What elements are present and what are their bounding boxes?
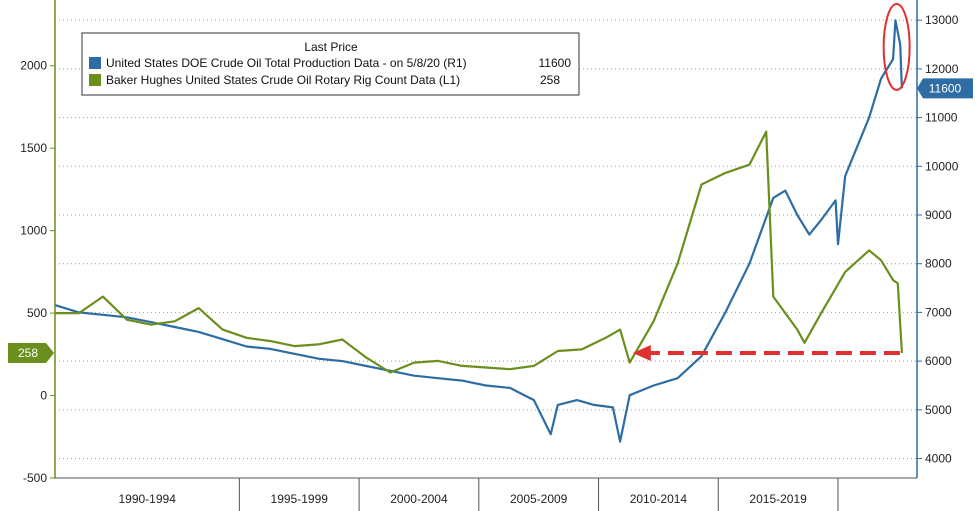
right-tick-label: 7000 bbox=[925, 305, 952, 319]
legend-swatch-rigcount bbox=[89, 74, 101, 86]
era-label: 2015-2019 bbox=[749, 492, 807, 506]
series-lines bbox=[54, 19, 903, 443]
right-badge-value: 11600 bbox=[929, 81, 962, 95]
legend: Last Price United States DOE Crude Oil T… bbox=[81, 32, 580, 96]
left-tick-label: 1500 bbox=[20, 141, 47, 155]
right-tick-label: 6000 bbox=[925, 354, 952, 368]
right-tick-label: 8000 bbox=[925, 257, 952, 271]
era-label: 1995-1999 bbox=[271, 492, 329, 506]
legend-value-rigcount: 258 bbox=[540, 73, 560, 87]
red-arrow-head bbox=[632, 344, 651, 361]
legend-value-production: 11600 bbox=[539, 56, 572, 70]
annotations bbox=[632, 3, 911, 361]
era-separators bbox=[238, 478, 839, 511]
axes bbox=[54, 0, 918, 479]
era-label: 2005-2009 bbox=[510, 492, 568, 506]
left-tick-label: -500 bbox=[23, 471, 47, 485]
right-tick-label: 13000 bbox=[925, 13, 959, 27]
left-tick-label: 1000 bbox=[20, 224, 47, 238]
right-tick-label: 10000 bbox=[925, 159, 959, 173]
left-tick-label: 500 bbox=[27, 306, 47, 320]
red-highlight-ellipse bbox=[882, 3, 911, 91]
legend-header: Last Price bbox=[304, 40, 358, 54]
right-tick-label: 9000 bbox=[925, 208, 952, 222]
right-last-value-badge: 11600 bbox=[917, 78, 973, 99]
legend-label-production: United States DOE Crude Oil Total Produc… bbox=[106, 56, 467, 70]
left-axis-ticks: -500 0 500 1000 1500 2000 bbox=[20, 59, 55, 485]
right-tick-label: 12000 bbox=[925, 62, 959, 76]
left-tick-label: 0 bbox=[40, 389, 47, 403]
right-tick-label: 4000 bbox=[925, 452, 952, 466]
left-last-value-badge: 258 bbox=[8, 342, 54, 363]
right-tick-label: 11000 bbox=[925, 111, 958, 125]
production-line bbox=[54, 19, 903, 443]
x-axis-era-labels: 1990-1994 1995-1999 2000-2004 2005-2009 2010… bbox=[118, 492, 807, 506]
era-label: 2000-2004 bbox=[390, 492, 448, 506]
era-label: 1990-1994 bbox=[118, 492, 176, 506]
right-tick-label: 5000 bbox=[925, 403, 952, 417]
rig-count-line bbox=[55, 130, 903, 374]
era-label: 2010-2014 bbox=[630, 492, 688, 506]
left-badge-value: 258 bbox=[18, 346, 38, 360]
right-axis-ticks: 4000 5000 6000 7000 8000 9000 10000 11000 12000 1… bbox=[917, 13, 959, 466]
legend-swatch-production bbox=[89, 57, 101, 69]
left-tick-label: 2000 bbox=[20, 59, 47, 73]
legend-label-rigcount: Baker Hughes United States Crude Oil Rot… bbox=[106, 73, 460, 87]
